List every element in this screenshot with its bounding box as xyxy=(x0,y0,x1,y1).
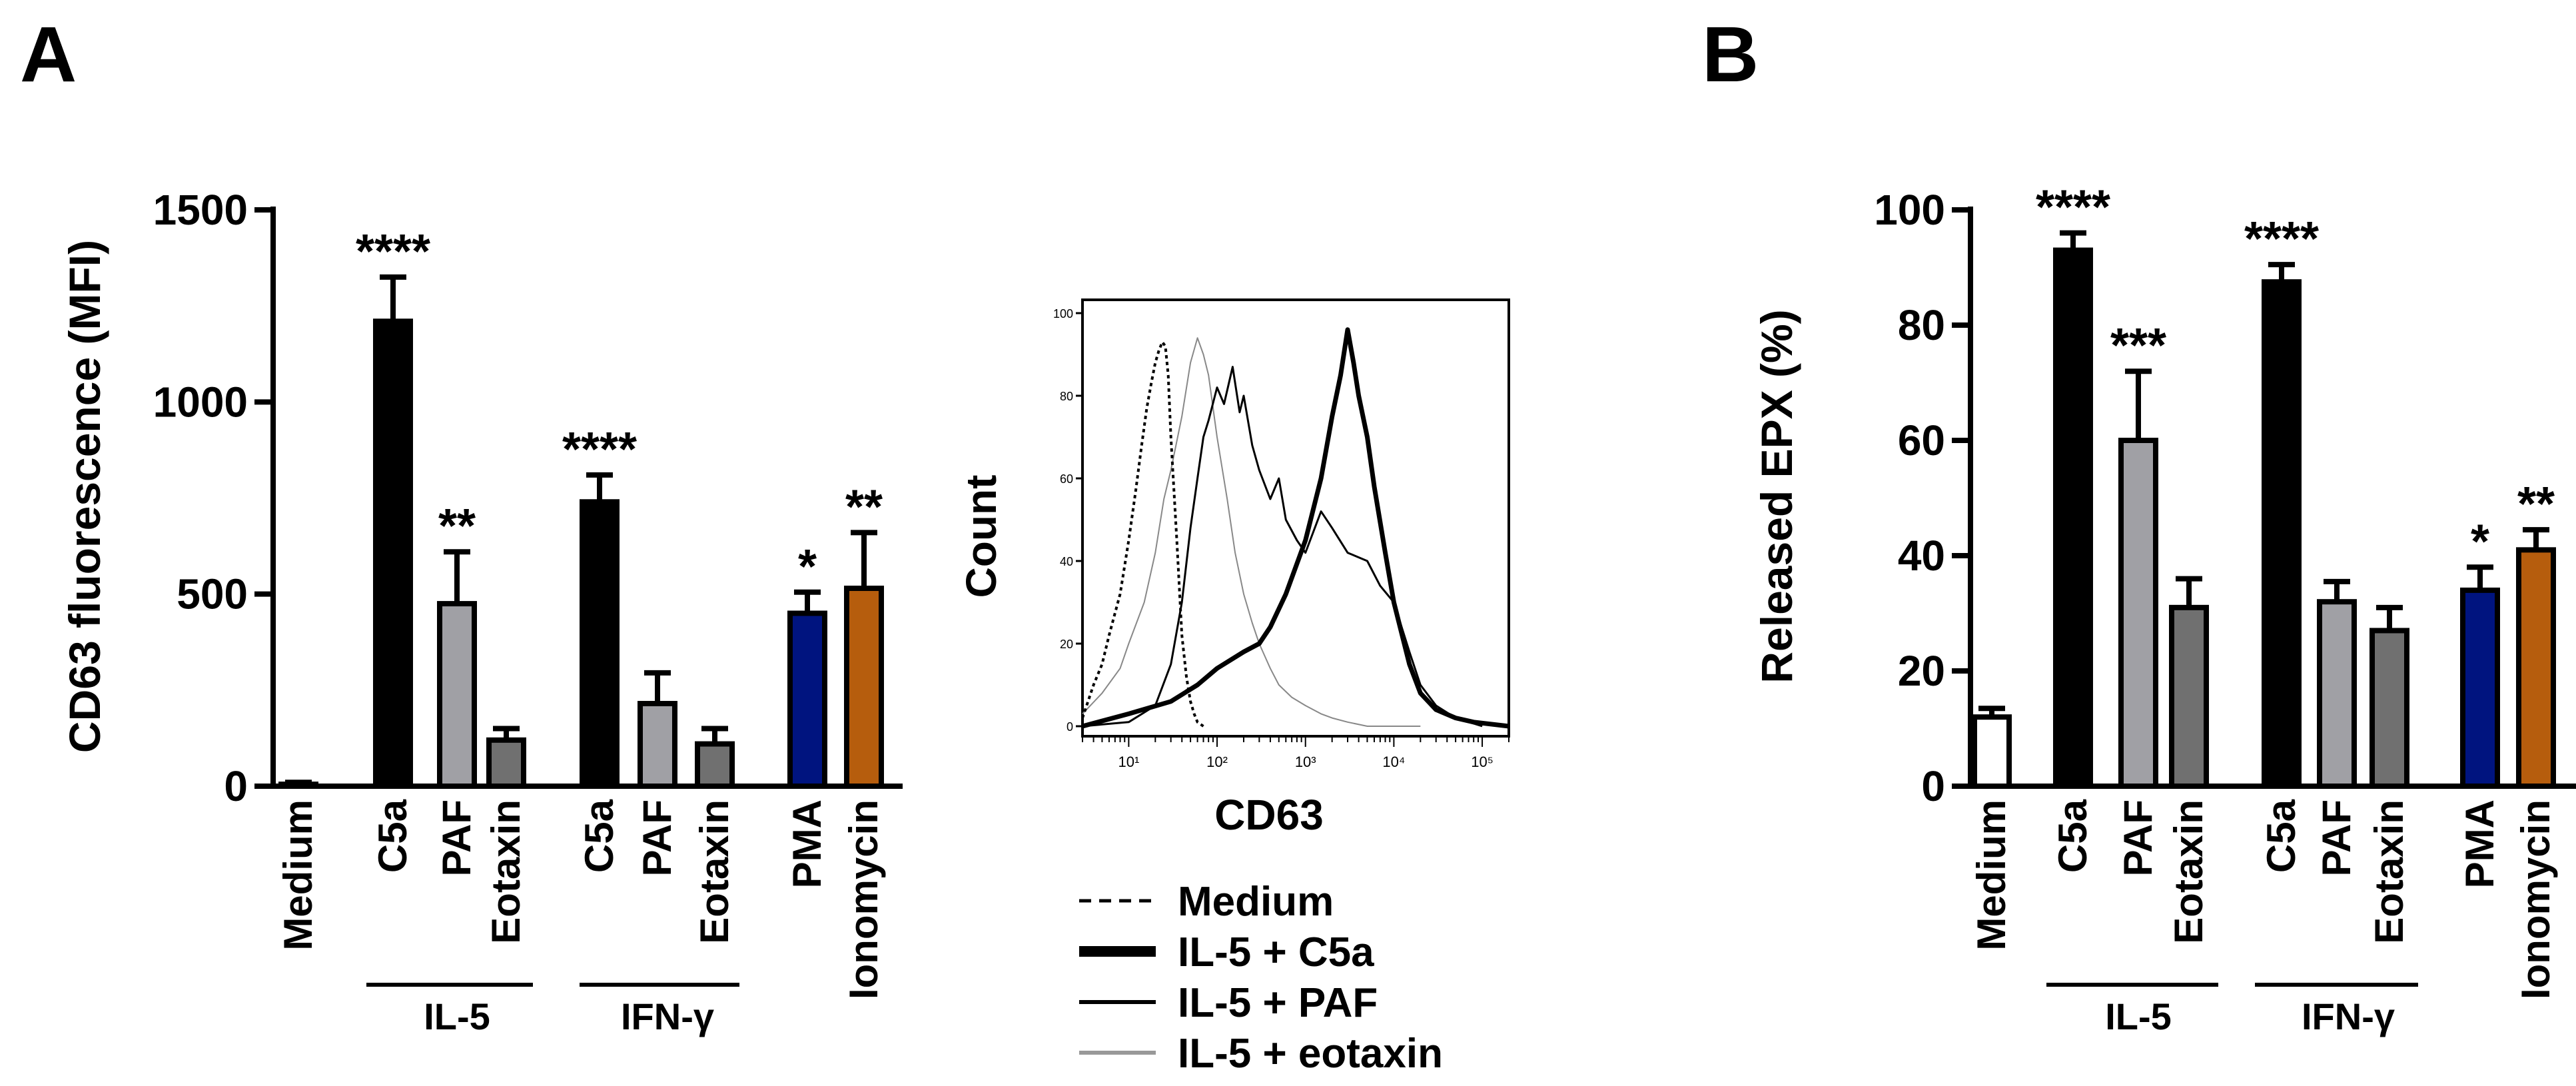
histogram-y-tick-label: 20 xyxy=(1060,638,1073,651)
y-tick-label: 0 xyxy=(1921,762,1945,810)
category-label: Eotaxin xyxy=(484,800,528,944)
legend-label: Medium xyxy=(1178,879,1334,925)
significance-label: * xyxy=(798,540,817,594)
y-tick-label: 40 xyxy=(1898,532,1945,580)
bar xyxy=(2369,628,2409,790)
significance-label: ** xyxy=(438,500,476,553)
category-label: Eotaxin xyxy=(2166,800,2211,944)
histogram: Count CD63 0 20 40 60 80 100 10¹ 10² 10³ 10⁴ 10⁵ xyxy=(957,298,1510,839)
histogram-y-tick-label: 100 xyxy=(1053,307,1073,320)
bar-chart-b: Released EPX (%) IL-5 IFN-γ 0 20 40 60 80 100… xyxy=(1752,181,2576,1037)
bar xyxy=(2516,547,2556,789)
bar xyxy=(580,499,620,789)
bar xyxy=(2317,599,2357,789)
category-label: C5a xyxy=(2259,799,2304,873)
y-tick-label: 20 xyxy=(1898,647,1945,695)
y-tick-label: 1500 xyxy=(153,186,248,234)
legend-label: IL-5 + eotaxin xyxy=(1178,1031,1443,1077)
bar xyxy=(2169,604,2209,789)
category-label: Ionomycin xyxy=(2513,800,2558,999)
panel-label-a: A xyxy=(20,11,77,99)
legend-label: IL-5 + C5a xyxy=(1178,929,1374,975)
bar xyxy=(2262,279,2302,789)
histogram-line-il-5-eotaxin xyxy=(1082,337,1421,727)
category-label: C5a xyxy=(577,799,622,873)
category-label: Ionomycin xyxy=(841,800,886,999)
histogram-line-il-5-c5a xyxy=(1082,327,1509,729)
category-label: PAF xyxy=(2314,800,2359,877)
bar xyxy=(486,737,526,790)
bar xyxy=(278,782,318,790)
significance-label: **** xyxy=(356,225,430,278)
significance-label: **** xyxy=(2036,181,2110,235)
histogram-x-tick-label: 10¹ xyxy=(1118,754,1139,770)
category-label: PMA xyxy=(2457,800,2502,888)
bar xyxy=(1972,714,2012,789)
histogram-frame xyxy=(1081,298,1510,738)
significance-label: *** xyxy=(2110,319,2166,372)
bar xyxy=(2460,587,2500,790)
panel-label-b: B xyxy=(1702,11,1759,99)
category-label: Medium xyxy=(276,800,320,951)
bar xyxy=(844,586,884,789)
group-label-ifng-a: IFN-γ xyxy=(621,995,714,1037)
significance-label: * xyxy=(2471,515,2489,568)
bar xyxy=(373,318,413,789)
y-tick-label: 1000 xyxy=(153,378,248,426)
significance-label: ** xyxy=(2517,478,2555,531)
y-tick-label: 60 xyxy=(1898,416,1945,464)
category-label: PAF xyxy=(635,800,679,877)
histogram-x-label: CD63 xyxy=(1214,791,1324,839)
histogram-x-tick-label: 10³ xyxy=(1295,754,1316,770)
histogram-y-tick-label: 40 xyxy=(1060,555,1073,568)
y-tick-label: 500 xyxy=(177,570,248,618)
bar xyxy=(695,741,735,789)
significance-label: ** xyxy=(845,480,883,534)
y-axis-label-b: Released EPX (%) xyxy=(1752,309,1801,683)
y-tick-label: 80 xyxy=(1898,301,1945,349)
category-label: PAF xyxy=(434,800,479,877)
group-label-il5-b: IL-5 xyxy=(2105,995,2172,1037)
group-label-ifng-b: IFN-γ xyxy=(2302,995,2395,1037)
significance-label: **** xyxy=(562,423,637,476)
histogram-line-il-5-paf xyxy=(1082,366,1483,728)
bar xyxy=(638,701,677,790)
y-tick-label: 100 xyxy=(1874,186,1945,234)
bar xyxy=(437,601,477,789)
category-label: Medium xyxy=(1969,800,2014,951)
histogram-x-tick-label: 10² xyxy=(1206,754,1228,770)
histogram-x-tick-label: 10⁴ xyxy=(1382,754,1405,770)
bar xyxy=(2118,438,2158,789)
category-label: C5a xyxy=(2050,799,2095,873)
legend-label: IL-5 + PAF xyxy=(1178,980,1378,1026)
histogram-line-medium xyxy=(1081,340,1204,728)
histogram-y-tick-label: 60 xyxy=(1060,472,1073,486)
histogram-y-label: Count xyxy=(957,475,1005,598)
category-label: Eotaxin xyxy=(2367,800,2411,944)
bar xyxy=(787,610,827,789)
category-label: C5a xyxy=(370,799,415,873)
category-label: PAF xyxy=(2116,800,2160,877)
bar-chart-a: CD63 fluorescence (MFI) IL-5 IFN-γ 0 500 1… xyxy=(60,186,903,1037)
category-label: Eotaxin xyxy=(692,800,737,944)
bar xyxy=(2053,247,2093,789)
significance-label: **** xyxy=(2244,213,2319,266)
histogram-y-tick-label: 0 xyxy=(1067,720,1073,734)
group-label-il5-a: IL-5 xyxy=(424,995,490,1037)
histogram-x-tick-label: 10⁵ xyxy=(1471,754,1494,770)
y-tick-label: 0 xyxy=(224,762,248,810)
category-label: PMA xyxy=(785,800,829,888)
y-axis-label-a: CD63 fluorescence (MFI) xyxy=(60,240,109,753)
histogram-y-tick-label: 80 xyxy=(1060,390,1073,403)
